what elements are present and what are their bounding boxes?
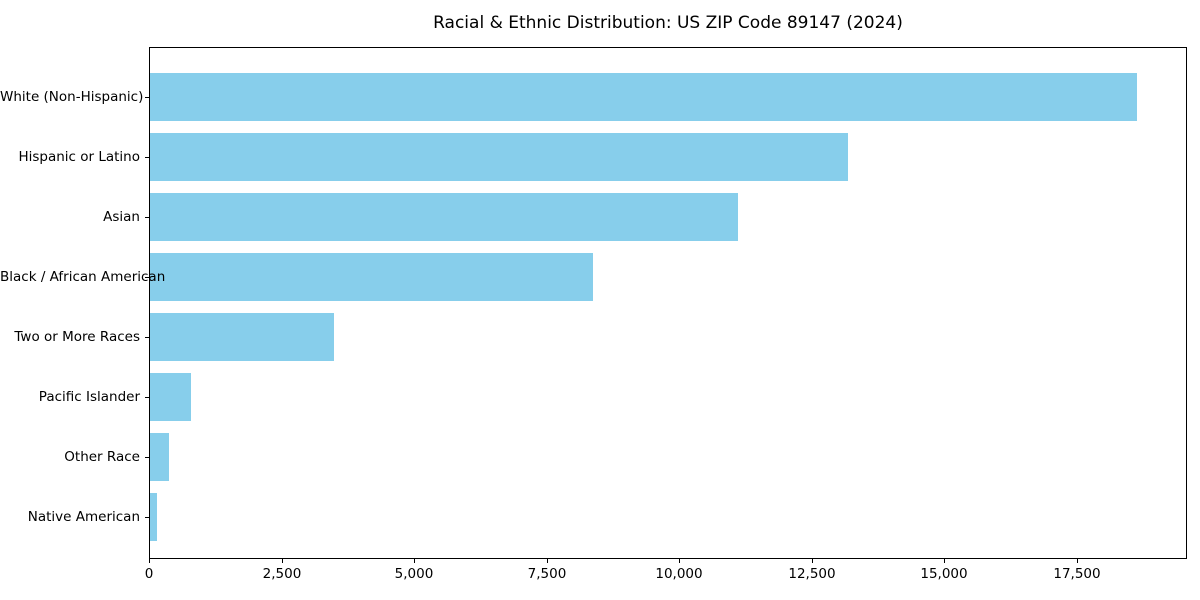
plot-area [149, 47, 1187, 559]
y-tick-label-asian: Asian [103, 209, 140, 225]
y-tick-mark [145, 517, 149, 518]
y-tick-mark [145, 97, 149, 98]
x-tick-label-17500: 17,500 [1053, 566, 1101, 582]
y-tick-mark [145, 397, 149, 398]
x-tick-label-5000: 5,000 [394, 566, 434, 582]
y-tick-mark [145, 157, 149, 158]
x-tick-label-12500: 12,500 [788, 566, 836, 582]
bar-white-non-hispanic [150, 73, 1137, 121]
bar-hispanic-or-latino [150, 133, 848, 181]
y-tick-label-other-race: Other Race [64, 449, 140, 465]
x-tick-mark [812, 559, 813, 563]
x-tick-mark [547, 559, 548, 563]
bar-asian [150, 193, 738, 241]
y-tick-label-pacific-islander: Pacific Islander [38, 389, 140, 405]
y-tick-mark [145, 217, 149, 218]
bar-pacific-islander [150, 373, 191, 421]
x-tick-mark [944, 559, 945, 563]
y-tick-mark [145, 457, 149, 458]
y-tick-mark [145, 337, 149, 338]
x-tick-mark [149, 559, 150, 563]
bar-black-african-american [150, 253, 593, 301]
y-tick-label-black-african-american: Black / African American [0, 269, 166, 285]
x-tick-label-7500: 7,500 [527, 566, 567, 582]
x-tick-mark [679, 559, 680, 563]
bar-native-american [150, 493, 157, 541]
x-tick-mark [1077, 559, 1078, 563]
x-tick-mark [414, 559, 415, 563]
chart-title: Racial & Ethnic Distribution: US ZIP Cod… [433, 13, 903, 33]
y-tick-label-native-american: Native American [27, 509, 140, 525]
x-tick-label-2500: 2,500 [262, 566, 302, 582]
x-tick-label-0: 0 [144, 566, 154, 582]
x-tick-mark [282, 559, 283, 563]
bar-two-or-more-races [150, 313, 334, 361]
y-tick-mark [145, 277, 149, 278]
bars-layer [150, 48, 1186, 558]
y-tick-label-hispanic-or-latino: Hispanic or Latino [18, 149, 140, 165]
y-tick-label-two-or-more-races: Two or More Races [14, 329, 140, 345]
x-tick-label-10000: 10,000 [655, 566, 703, 582]
bar-other-race [150, 433, 169, 481]
x-tick-label-15000: 15,000 [920, 566, 968, 582]
y-tick-label-white-non-hispanic: White (Non-Hispanic) [0, 89, 144, 105]
